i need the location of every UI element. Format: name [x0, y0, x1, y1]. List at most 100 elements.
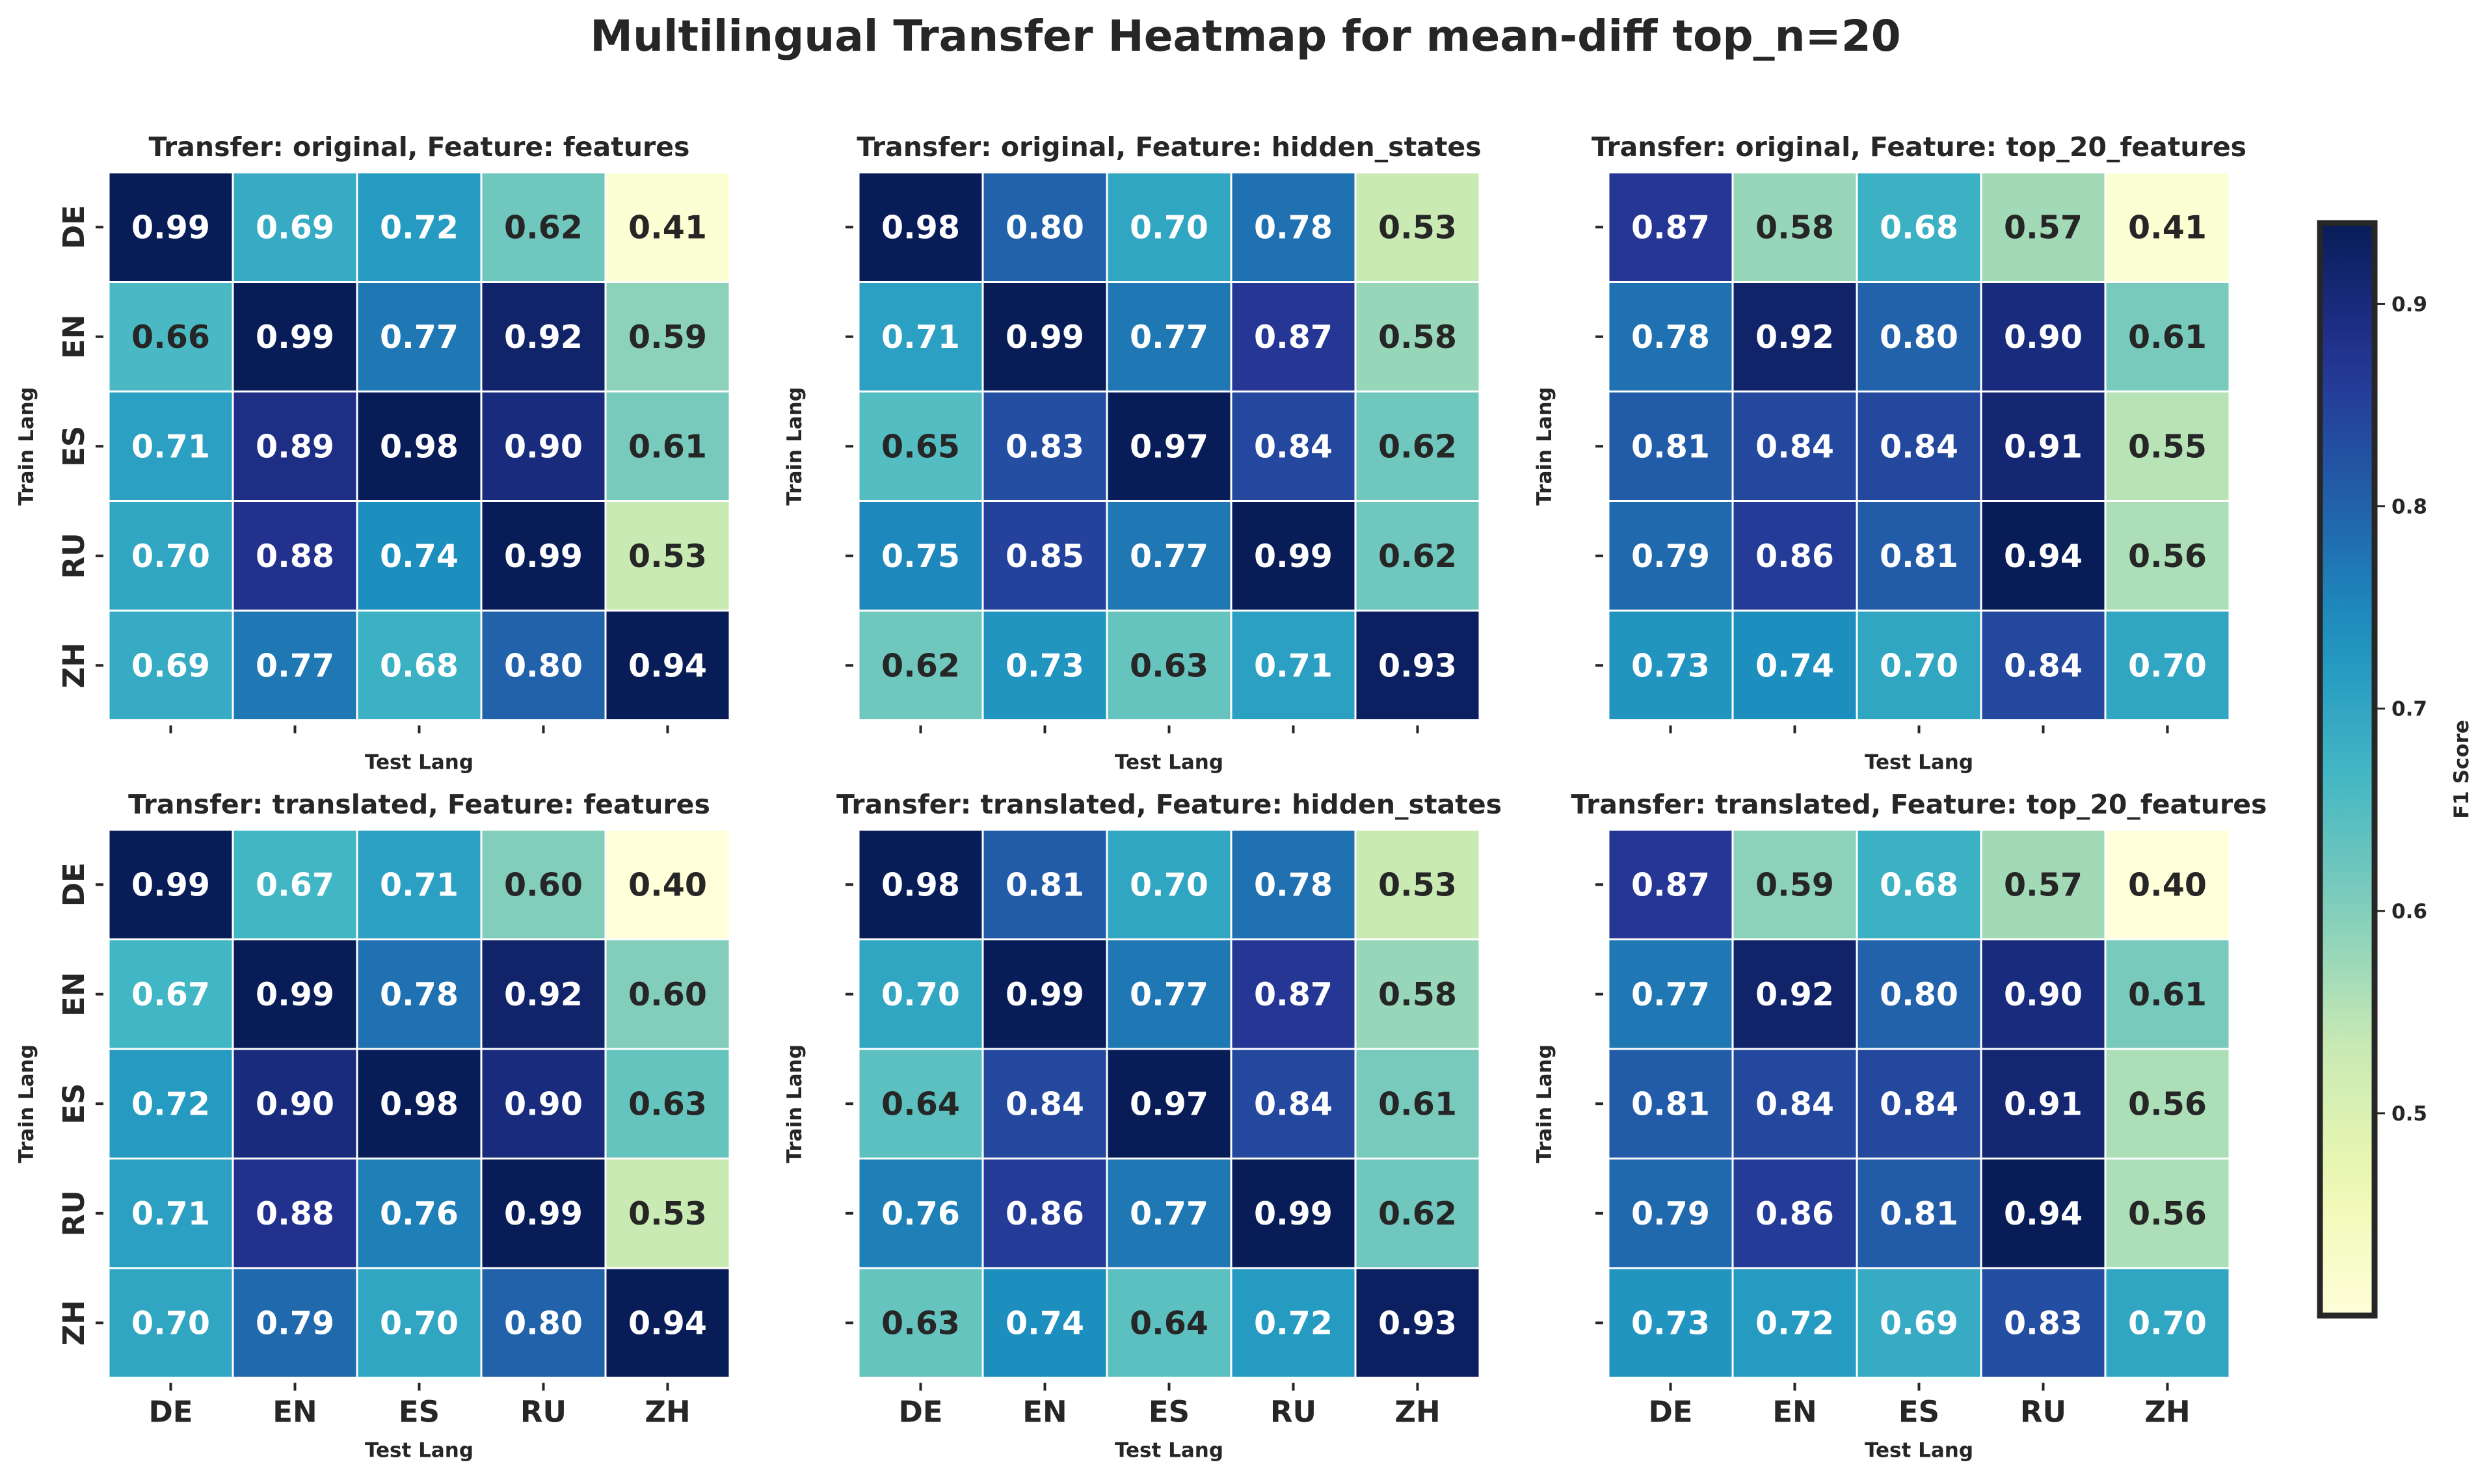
cell-value-label: 0.59 [1755, 866, 1834, 903]
cell-value-label: 0.67 [131, 976, 210, 1013]
heatmap-cell [232, 171, 358, 283]
cell-value-label: 0.57 [2004, 209, 2083, 246]
heatmap-cell [107, 1048, 234, 1159]
heatmap-cell [1731, 390, 1858, 502]
heatmap-cell [356, 500, 483, 612]
heatmap-cell [604, 609, 731, 721]
heatmap-cell [232, 500, 358, 612]
cell-value-label: 0.70 [1130, 866, 1208, 903]
cell-value-label: 0.99 [504, 1195, 583, 1232]
colorbar-tick-label: 0.9 [2391, 293, 2427, 316]
cell-value-label: 0.91 [2004, 428, 2083, 465]
cell-value-label: 0.81 [1631, 428, 1710, 465]
heatmap-cell [2104, 938, 2231, 1050]
cell-value-label: 0.58 [1378, 319, 1457, 356]
heatmap-cell [1230, 1158, 1357, 1269]
cell-value-label: 0.71 [881, 319, 960, 356]
panel-title: Transfer: translated, Feature: top_20_fe… [1571, 789, 2267, 820]
heatmap-cell [2104, 390, 2231, 502]
cell-value-label: 0.53 [1378, 209, 1457, 246]
y-axis-label: Train Lang [1533, 387, 1556, 505]
heatmap-cell [1856, 390, 1982, 502]
heatmap-cell [1230, 171, 1357, 283]
x-axis-label: Test Lang [1115, 1439, 1223, 1463]
cell-value-label: 0.71 [131, 428, 210, 465]
cell-value-label: 0.41 [628, 209, 707, 246]
cell-value-label: 0.63 [628, 1085, 707, 1122]
y-tick-label: EN [57, 972, 91, 1016]
x-tick-label: RU [520, 1395, 566, 1429]
heatmap-cell [1731, 1267, 1858, 1379]
heatmap-cell [1106, 1267, 1232, 1379]
colorbar-tick-label: 0.5 [2391, 1102, 2427, 1126]
cell-value-label: 0.92 [504, 319, 583, 356]
cell-value-label: 0.99 [504, 538, 583, 575]
heatmap-cell [1731, 828, 1858, 940]
heatmap-cell [1106, 500, 1232, 612]
x-tick-label: ES [1898, 1395, 1939, 1429]
x-tick-label: ZH [645, 1395, 690, 1429]
heatmap-cell [1354, 390, 1481, 502]
cell-value-label: 0.92 [504, 976, 583, 1013]
heatmap-cell [107, 500, 234, 612]
cell-value-label: 0.69 [131, 647, 210, 684]
cell-value-label: 0.98 [881, 209, 960, 246]
y-axis-label: Train Lang [1533, 1044, 1556, 1163]
cell-value-label: 0.90 [504, 428, 583, 465]
cell-value-label: 0.72 [1254, 1305, 1333, 1342]
cell-value-label: 0.90 [504, 1085, 583, 1122]
x-tick-label: DE [898, 1395, 942, 1429]
heatmap-cell [1354, 1048, 1481, 1159]
figure-title: Multilingual Transfer Heatmap for mean-d… [590, 11, 1900, 61]
cell-value-label: 0.77 [1130, 538, 1208, 575]
cell-value-label: 0.73 [1631, 1305, 1710, 1342]
heatmap-cell [981, 171, 1108, 283]
heatmap-cell [1230, 500, 1357, 612]
cell-value-label: 0.78 [1631, 319, 1710, 356]
cell-value-label: 0.73 [1631, 647, 1710, 684]
cell-value-label: 0.70 [881, 976, 960, 1013]
heatmap-cell [480, 938, 607, 1050]
heatmap-cell [1856, 281, 1982, 393]
heatmap-cell [480, 390, 607, 502]
cell-value-label: 0.99 [131, 209, 210, 246]
y-axis-label: Train Lang [15, 1044, 38, 1163]
y-tick-label: ZH [57, 1300, 91, 1345]
cell-value-label: 0.99 [1254, 1195, 1333, 1232]
heatmap-cell [981, 828, 1108, 940]
y-tick-label: DE [57, 205, 91, 249]
heatmap-cell [2104, 500, 2231, 612]
heatmap-cell [1106, 609, 1232, 721]
cell-value-label: 0.98 [380, 428, 459, 465]
heatmap-cell [1106, 281, 1232, 393]
heatmap-cell [480, 1267, 607, 1379]
panel-title: Transfer: translated, Feature: hidden_st… [836, 789, 1502, 820]
cell-value-label: 0.70 [131, 538, 210, 575]
heatmap-cell [1230, 609, 1357, 721]
heatmap-cell [1607, 609, 1734, 721]
y-axis-label: Train Lang [783, 1044, 806, 1163]
heatmap-cell [1354, 1267, 1481, 1379]
cell-value-label: 0.87 [1631, 209, 1710, 246]
cell-value-label: 0.84 [2004, 647, 2083, 684]
y-tick-label: RU [57, 1190, 91, 1236]
cell-value-label: 0.84 [1254, 428, 1333, 465]
cell-value-label: 0.64 [881, 1085, 960, 1122]
cell-value-label: 0.80 [504, 647, 583, 684]
cell-value-label: 0.84 [1755, 428, 1834, 465]
y-tick-label: RU [57, 533, 91, 579]
heatmap-cell [480, 1158, 607, 1269]
cell-value-label: 0.94 [2004, 538, 2083, 575]
cell-value-label: 0.78 [380, 976, 459, 1013]
y-tick-label: ES [57, 1083, 91, 1124]
heatmap-cell [1980, 828, 2107, 940]
heatmap-cell [2104, 1048, 2231, 1159]
cell-value-label: 0.64 [1130, 1305, 1208, 1342]
heatmap-cell [480, 828, 607, 940]
cell-value-label: 0.84 [1254, 1085, 1333, 1122]
y-tick-label: DE [57, 862, 91, 907]
cell-value-label: 0.56 [2128, 1195, 2207, 1232]
cell-value-label: 0.70 [1130, 209, 1208, 246]
cell-value-label: 0.72 [131, 1085, 210, 1122]
heatmap-cell [356, 609, 483, 721]
